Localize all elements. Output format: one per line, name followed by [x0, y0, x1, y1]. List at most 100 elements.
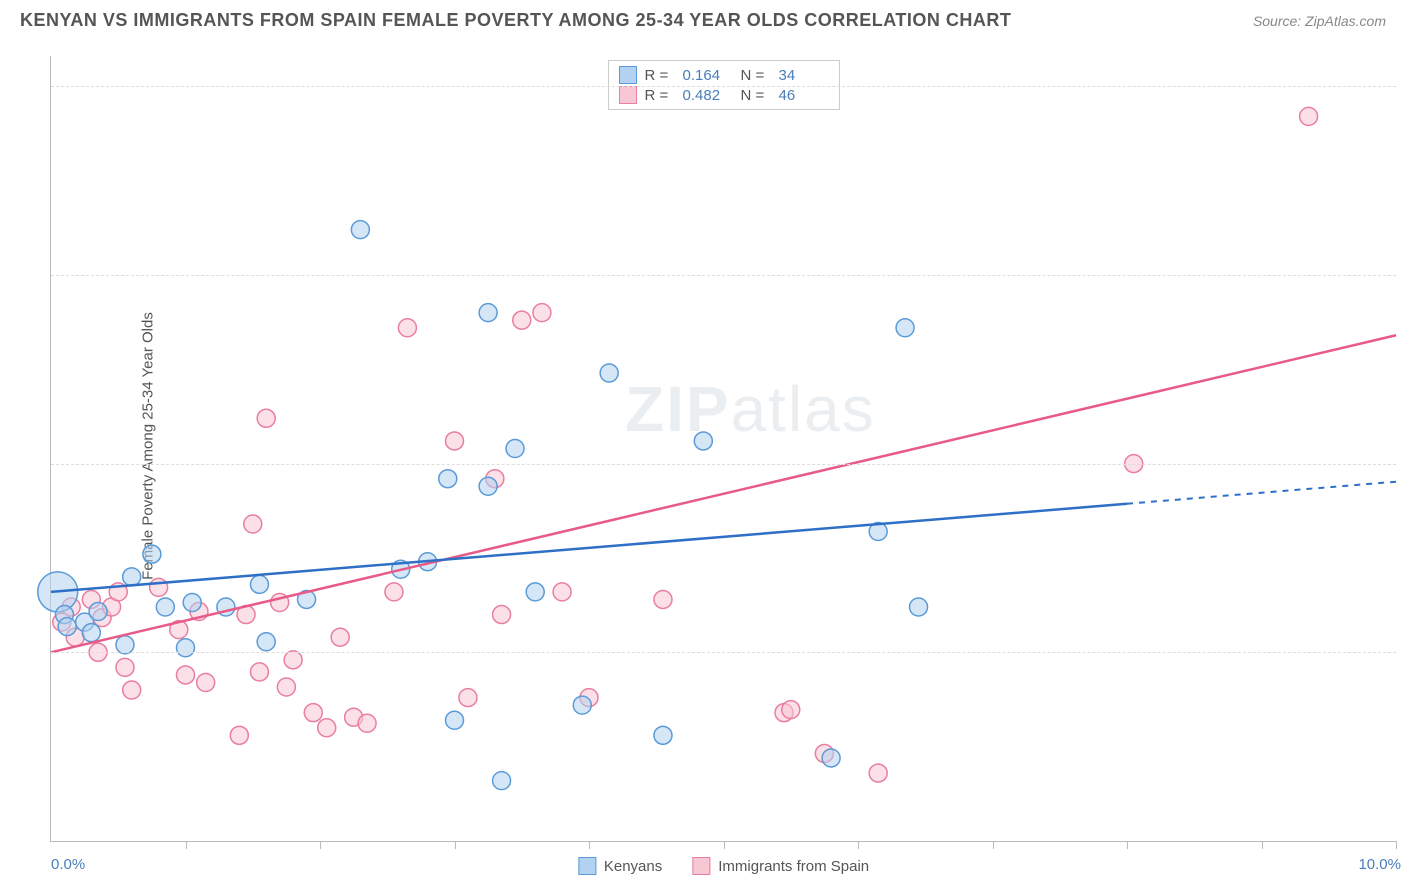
kenyans-point	[143, 545, 161, 563]
kenyans-point	[600, 364, 618, 382]
kenyans-point	[479, 477, 497, 495]
spain-point	[493, 606, 511, 624]
kenyans-trendline-dashed	[1127, 482, 1396, 504]
x-axis-min-label: 0.0%	[51, 856, 85, 873]
legend-n-value: 34	[779, 67, 829, 84]
x-tick	[455, 841, 456, 849]
kenyans-point	[116, 636, 134, 654]
spain-point	[513, 311, 531, 329]
spain-point	[385, 583, 403, 601]
kenyans-point	[573, 696, 591, 714]
chart-plot-area: ZIPatlas R = 0.164 N = 34 R = 0.482 N = …	[50, 56, 1396, 842]
chart-source: Source: ZipAtlas.com	[1253, 13, 1386, 29]
x-tick	[1262, 841, 1263, 849]
spain-point	[230, 726, 248, 744]
kenyans-point	[654, 726, 672, 744]
y-tick-label: 50.0%	[1401, 78, 1406, 95]
chart-title: KENYAN VS IMMIGRANTS FROM SPAIN FEMALE P…	[20, 10, 1011, 31]
kenyans-point	[89, 603, 107, 621]
spain-point	[123, 681, 141, 699]
kenyans-point	[896, 319, 914, 337]
kenyans-point	[439, 470, 457, 488]
kenyans-point	[506, 440, 524, 458]
legend-label: Kenyans	[604, 858, 662, 875]
x-tick	[589, 841, 590, 849]
kenyans-point	[694, 432, 712, 450]
series-legend: Kenyans Immigrants from Spain	[578, 857, 869, 875]
x-tick	[320, 841, 321, 849]
correlation-legend: R = 0.164 N = 34 R = 0.482 N = 46	[608, 60, 840, 110]
spain-point	[654, 590, 672, 608]
legend-row: R = 0.482 N = 46	[619, 85, 829, 105]
spain-point	[533, 304, 551, 322]
spain-point	[318, 719, 336, 737]
legend-label: Immigrants from Spain	[718, 858, 869, 875]
x-tick	[1396, 841, 1397, 849]
spain-point	[1300, 107, 1318, 125]
kenyans-point	[58, 618, 76, 636]
legend-r-label: R =	[645, 67, 675, 84]
spain-trendline	[51, 335, 1396, 652]
kenyans-point	[822, 749, 840, 767]
kenyans-point	[156, 598, 174, 616]
spain-point	[284, 651, 302, 669]
legend-n-value: 46	[779, 87, 829, 104]
spain-point	[150, 578, 168, 596]
legend-swatch	[619, 66, 637, 84]
kenyans-point	[910, 598, 928, 616]
kenyans-point	[82, 624, 100, 642]
chart-header: KENYAN VS IMMIGRANTS FROM SPAIN FEMALE P…	[0, 0, 1406, 39]
scatter-svg	[51, 56, 1396, 841]
kenyans-point	[257, 633, 275, 651]
spain-point	[459, 689, 477, 707]
legend-swatch	[619, 86, 637, 104]
y-tick-label: 12.5%	[1401, 644, 1406, 661]
spain-point	[250, 663, 268, 681]
spain-point	[177, 666, 195, 684]
x-tick	[858, 841, 859, 849]
legend-r-value: 0.164	[683, 67, 733, 84]
kenyans-point	[183, 593, 201, 611]
legend-row: R = 0.164 N = 34	[619, 65, 829, 85]
kenyans-point	[526, 583, 544, 601]
kenyans-point	[177, 639, 195, 657]
spain-point	[782, 701, 800, 719]
x-axis-max-label: 10.0%	[1358, 856, 1401, 873]
spain-point	[257, 409, 275, 427]
x-tick	[186, 841, 187, 849]
spain-point	[869, 764, 887, 782]
spain-point	[331, 628, 349, 646]
legend-swatch	[692, 857, 710, 875]
legend-n-label: N =	[741, 87, 771, 104]
spain-point	[197, 673, 215, 691]
y-tick-label: 37.5%	[1401, 266, 1406, 283]
series-legend-item: Kenyans	[578, 857, 662, 875]
gridline	[51, 464, 1396, 465]
legend-n-label: N =	[741, 67, 771, 84]
spain-point	[304, 704, 322, 722]
spain-point	[398, 319, 416, 337]
spain-point	[358, 714, 376, 732]
legend-r-label: R =	[645, 87, 675, 104]
kenyans-point	[250, 575, 268, 593]
series-legend-item: Immigrants from Spain	[692, 857, 869, 875]
x-tick	[1127, 841, 1128, 849]
y-tick-label: 25.0%	[1401, 455, 1406, 472]
kenyans-point	[123, 568, 141, 586]
gridline	[51, 652, 1396, 653]
gridline	[51, 275, 1396, 276]
legend-r-value: 0.482	[683, 87, 733, 104]
spain-point	[277, 678, 295, 696]
kenyans-point	[446, 711, 464, 729]
x-tick	[724, 841, 725, 849]
gridline	[51, 86, 1396, 87]
kenyans-point	[479, 304, 497, 322]
kenyans-point	[493, 772, 511, 790]
spain-point	[446, 432, 464, 450]
x-tick	[993, 841, 994, 849]
spain-point	[553, 583, 571, 601]
kenyans-point	[351, 221, 369, 239]
kenyans-trendline	[51, 504, 1127, 592]
spain-point	[116, 658, 134, 676]
spain-point	[244, 515, 262, 533]
